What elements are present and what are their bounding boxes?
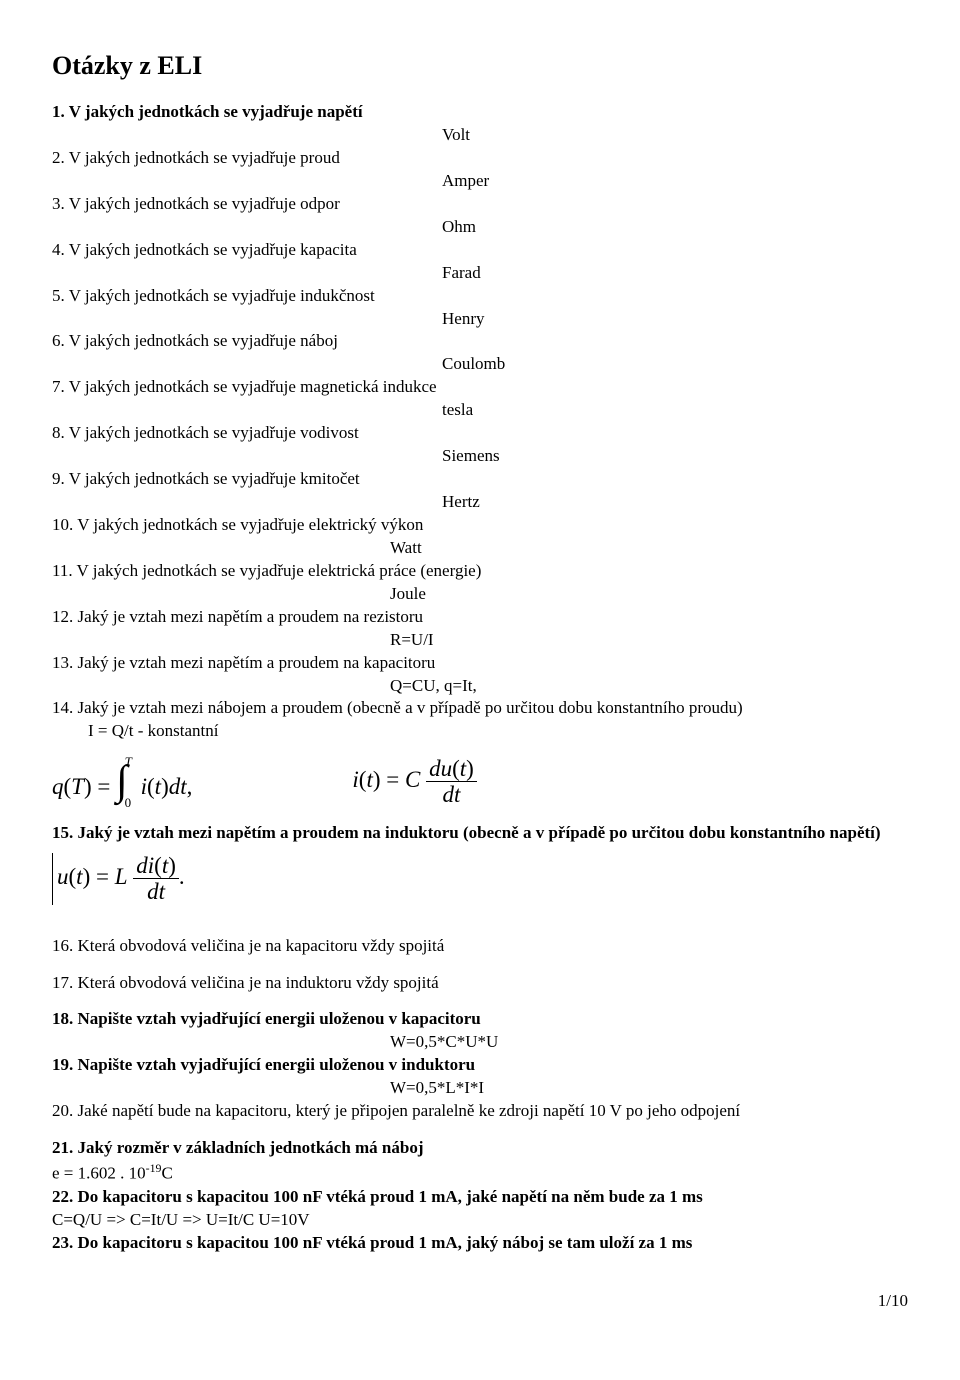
q19-answer: W=0,5*L*I*I (390, 1077, 908, 1100)
q14-sub: I = Q/t - konstantní (88, 720, 908, 743)
q21-answer: e = 1.602 . 10-19C (52, 1160, 908, 1186)
q15: 15. Jaký je vztah mezi napětím a proudem… (52, 822, 908, 845)
question-4: 4. V jakých jednotkách se vyjadřuje kapa… (52, 239, 908, 262)
q21a-post: C (162, 1164, 173, 1183)
page-number: 1/10 (52, 1290, 908, 1313)
formula-row-q14: q(T) = ∫ T0 i(t)dt, i(t) = C du(t) dt (52, 753, 908, 810)
q21: 21. Jaký rozměr v základních jednotkách … (52, 1137, 908, 1160)
question-5: 5. V jakých jednotkách se vyjadřuje indu… (52, 285, 908, 308)
answer-9: Hertz (442, 491, 908, 514)
question-1: 1. V jakých jednotkách se vyjadřuje napě… (52, 101, 908, 124)
page-title: Otázky z ELI (52, 48, 908, 83)
answer-2: Amper (442, 170, 908, 193)
question-10: 10. V jakých jednotkách se vyjadřuje ele… (52, 514, 908, 537)
answer-7: tesla (442, 399, 908, 422)
q18-answer: W=0,5*C*U*U (390, 1031, 908, 1054)
formula-derivative-c: i(t) = C du(t) dt (352, 756, 476, 808)
question-9: 9. V jakých jednotkách se vyjadřuje kmit… (52, 468, 908, 491)
q22: 22. Do kapacitoru s kapacitou 100 nF vté… (52, 1186, 908, 1209)
answer-4: Farad (442, 262, 908, 285)
qa-list: 1. V jakých jednotkách se vyjadřuje napě… (52, 101, 908, 697)
q21a-sup: -19 (146, 1161, 162, 1175)
answer-13: Q=CU, q=It, (390, 675, 908, 698)
q19: 19. Napište vztah vyjadřující energii ul… (52, 1054, 908, 1077)
answer-5: Henry (442, 308, 908, 331)
question-6: 6. V jakých jednotkách se vyjadřuje nábo… (52, 330, 908, 353)
q22-answer: C=Q/U => C=It/U => U=It/C U=10V (52, 1209, 908, 1232)
answer-10: Watt (390, 537, 908, 560)
q14: 14. Jaký je vztah mezi nábojem a proudem… (52, 697, 908, 720)
question-7: 7. V jakých jednotkách se vyjadřuje magn… (52, 376, 908, 399)
q17: 17. Která obvodová veličina je na indukt… (52, 972, 908, 995)
answer-8: Siemens (442, 445, 908, 468)
q18: 18. Napište vztah vyjadřující energii ul… (52, 1008, 908, 1031)
answer-12: R=U/I (390, 629, 908, 652)
question-12: 12. Jaký je vztah mezi napětím a proudem… (52, 606, 908, 629)
q23: 23. Do kapacitoru s kapacitou 100 nF vté… (52, 1232, 908, 1255)
q16: 16. Která obvodová veličina je na kapaci… (52, 935, 908, 958)
answer-6: Coulomb (442, 353, 908, 376)
q20: 20. Jaké napětí bude na kapacitoru, kter… (52, 1100, 908, 1123)
formula-q15: u(t) = L di(t) dt . (52, 853, 185, 905)
q21a-pre: e = 1.602 . 10 (52, 1164, 146, 1183)
question-2: 2. V jakých jednotkách se vyjadřuje prou… (52, 147, 908, 170)
answer-11: Joule (390, 583, 908, 606)
question-8: 8. V jakých jednotkách se vyjadřuje vodi… (52, 422, 908, 445)
question-11: 11. V jakých jednotkách se vyjadřuje ele… (52, 560, 908, 583)
answer-3: Ohm (442, 216, 908, 239)
answer-1: Volt (442, 124, 908, 147)
question-3: 3. V jakých jednotkách se vyjadřuje odpo… (52, 193, 908, 216)
question-13: 13. Jaký je vztah mezi napětím a proudem… (52, 652, 908, 675)
formula-integral: q(T) = ∫ T0 i(t)dt, (52, 753, 192, 810)
